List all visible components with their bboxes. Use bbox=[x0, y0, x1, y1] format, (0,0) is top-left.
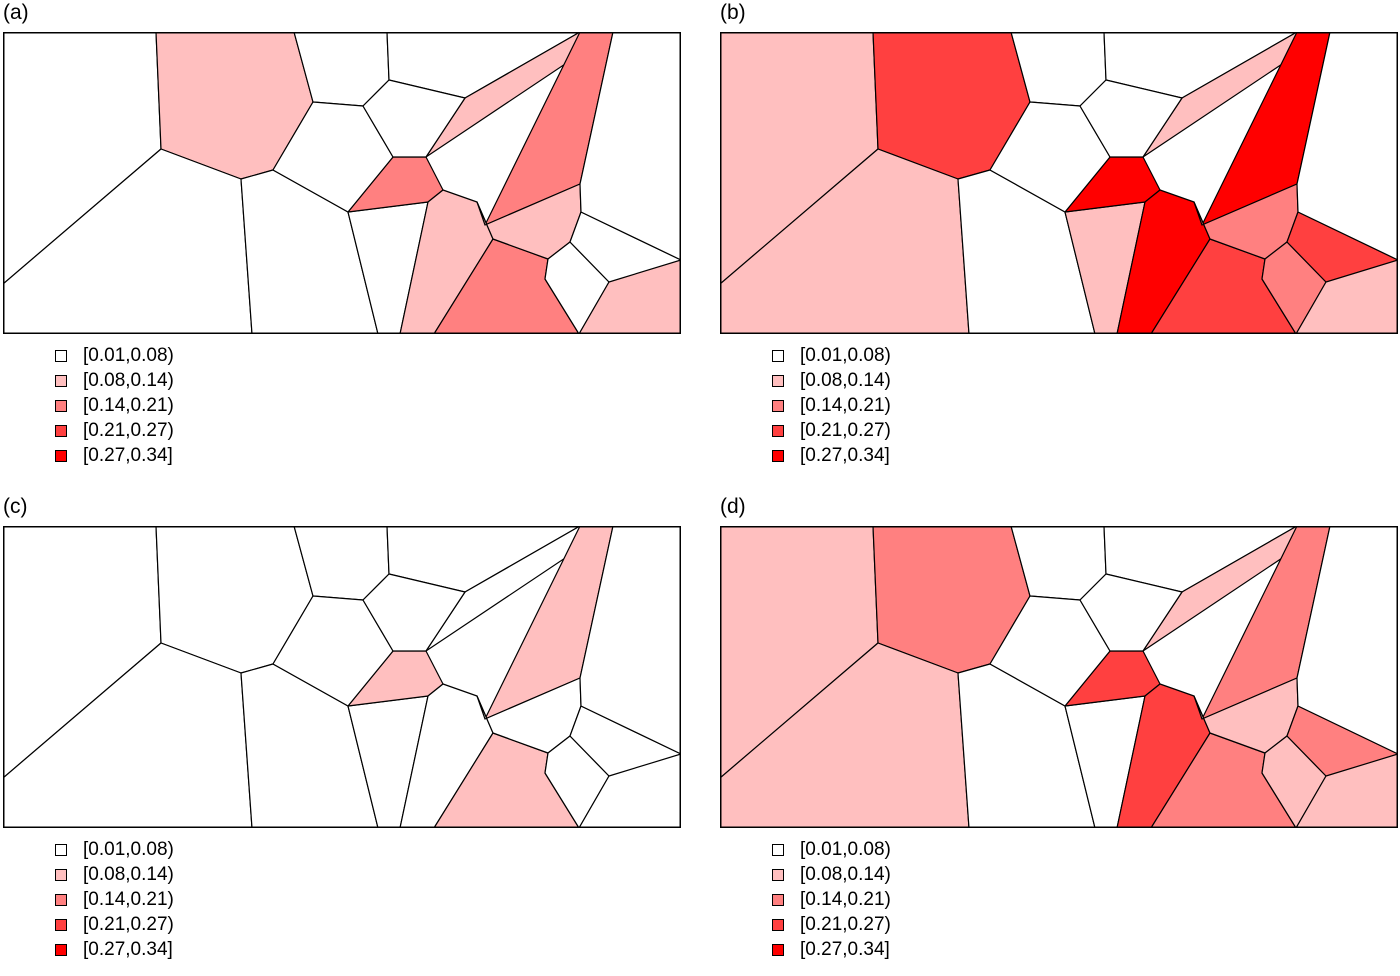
legend-item: [0.27,0.34] bbox=[772, 443, 891, 468]
map-frame bbox=[720, 32, 1398, 334]
legend-item: [0.08,0.14) bbox=[772, 862, 891, 887]
choropleth-map bbox=[3, 526, 681, 828]
legend-swatch bbox=[55, 843, 67, 856]
legend-label: [0.01,0.08) bbox=[800, 838, 891, 860]
panel-b: (b) [0.01,0.08) [0.08,0.14) [0.14,0.21) … bbox=[717, 0, 1400, 482]
legend-item: [0.21,0.27) bbox=[772, 418, 891, 443]
legend-item: [0.14,0.21) bbox=[772, 393, 891, 418]
choropleth-map bbox=[3, 32, 681, 334]
legend-label: [0.27,0.34] bbox=[800, 444, 890, 466]
legend-item: [0.14,0.21) bbox=[772, 887, 891, 912]
legend-swatch bbox=[55, 349, 67, 362]
legend-item: [0.01,0.08) bbox=[55, 837, 174, 862]
legend-label: [0.01,0.08) bbox=[83, 838, 174, 860]
map-region bbox=[578, 753, 681, 828]
legend: [0.01,0.08) [0.08,0.14) [0.14,0.21) [0.2… bbox=[772, 343, 891, 468]
panel-c: (c) [0.01,0.08) [0.08,0.14) [0.14,0.21) … bbox=[0, 494, 700, 976]
legend-swatch bbox=[55, 424, 67, 437]
legend-swatch bbox=[55, 868, 67, 881]
legend-item: [0.14,0.21) bbox=[55, 887, 174, 912]
map-region bbox=[1296, 32, 1398, 261]
map-region bbox=[362, 573, 466, 652]
legend-item: [0.21,0.27) bbox=[772, 912, 891, 937]
panel-label: (d) bbox=[720, 495, 746, 518]
legend-label: [0.08,0.14) bbox=[800, 863, 891, 885]
legend: [0.01,0.08) [0.08,0.14) [0.14,0.21) [0.2… bbox=[55, 343, 174, 468]
panel-d: (d) [0.01,0.08) [0.08,0.14) [0.14,0.21) … bbox=[717, 494, 1400, 976]
legend-item: [0.27,0.34] bbox=[55, 443, 174, 468]
legend: [0.01,0.08) [0.08,0.14) [0.14,0.21) [0.2… bbox=[55, 837, 174, 962]
legend-swatch bbox=[772, 399, 784, 412]
legend-label: [0.01,0.08) bbox=[83, 344, 174, 366]
map-region bbox=[1079, 79, 1183, 158]
legend-label: [0.08,0.14) bbox=[83, 863, 174, 885]
legend-item: [0.01,0.08) bbox=[55, 343, 174, 368]
panel-label: (b) bbox=[720, 1, 746, 24]
legend-label: [0.27,0.34] bbox=[800, 938, 890, 960]
legend-label: [0.27,0.34] bbox=[83, 938, 173, 960]
legend-swatch bbox=[772, 943, 784, 956]
map-region bbox=[1295, 753, 1398, 828]
legend-swatch bbox=[55, 399, 67, 412]
legend-item: [0.27,0.34] bbox=[772, 937, 891, 962]
legend-swatch bbox=[772, 868, 784, 881]
legend-label: [0.14,0.21) bbox=[800, 888, 891, 910]
legend-label: [0.21,0.27) bbox=[800, 419, 891, 441]
legend-swatch bbox=[55, 893, 67, 906]
map-region bbox=[989, 101, 1111, 213]
map-frame bbox=[3, 526, 681, 828]
legend-swatch bbox=[772, 843, 784, 856]
choropleth-map bbox=[720, 526, 1398, 828]
panel-label: (a) bbox=[3, 1, 29, 24]
map-region bbox=[579, 526, 681, 755]
legend-label: [0.01,0.08) bbox=[800, 344, 891, 366]
legend-label: [0.21,0.27) bbox=[83, 419, 174, 441]
legend-item: [0.01,0.08) bbox=[772, 837, 891, 862]
legend-swatch bbox=[55, 449, 67, 462]
legend-item: [0.08,0.14) bbox=[55, 368, 174, 393]
legend-label: [0.14,0.21) bbox=[800, 394, 891, 416]
legend-item: [0.08,0.14) bbox=[55, 862, 174, 887]
map-region bbox=[989, 595, 1111, 707]
map-region bbox=[272, 595, 394, 707]
legend-label: [0.08,0.14) bbox=[800, 369, 891, 391]
map-region bbox=[1295, 259, 1398, 334]
legend-label: [0.08,0.14) bbox=[83, 369, 174, 391]
legend-label: [0.14,0.21) bbox=[83, 888, 174, 910]
legend-item: [0.21,0.27) bbox=[55, 912, 174, 937]
legend-swatch bbox=[55, 943, 67, 956]
legend: [0.01,0.08) [0.08,0.14) [0.14,0.21) [0.2… bbox=[772, 837, 891, 962]
legend-label: [0.27,0.34] bbox=[83, 444, 173, 466]
map-region bbox=[1296, 526, 1398, 755]
legend-swatch bbox=[772, 449, 784, 462]
map-region bbox=[579, 32, 681, 261]
panel-label: (c) bbox=[3, 495, 28, 518]
legend-item: [0.21,0.27) bbox=[55, 418, 174, 443]
legend-swatch bbox=[772, 918, 784, 931]
map-region bbox=[1079, 573, 1183, 652]
panel-a: (a) [0.01,0.08) [0.08,0.14) [0.14,0.21) … bbox=[0, 0, 700, 482]
legend-item: [0.01,0.08) bbox=[772, 343, 891, 368]
legend-item: [0.14,0.21) bbox=[55, 393, 174, 418]
legend-swatch bbox=[55, 918, 67, 931]
map-region bbox=[272, 101, 394, 213]
legend-label: [0.21,0.27) bbox=[800, 913, 891, 935]
legend-swatch bbox=[772, 893, 784, 906]
legend-item: [0.27,0.34] bbox=[55, 937, 174, 962]
legend-swatch bbox=[772, 349, 784, 362]
legend-item: [0.08,0.14) bbox=[772, 368, 891, 393]
map-frame bbox=[720, 526, 1398, 828]
legend-label: [0.21,0.27) bbox=[83, 913, 174, 935]
map-region bbox=[362, 79, 466, 158]
legend-swatch bbox=[55, 374, 67, 387]
legend-label: [0.14,0.21) bbox=[83, 394, 174, 416]
legend-swatch bbox=[772, 374, 784, 387]
map-frame bbox=[3, 32, 681, 334]
map-region bbox=[578, 259, 681, 334]
choropleth-map bbox=[720, 32, 1398, 334]
legend-swatch bbox=[772, 424, 784, 437]
